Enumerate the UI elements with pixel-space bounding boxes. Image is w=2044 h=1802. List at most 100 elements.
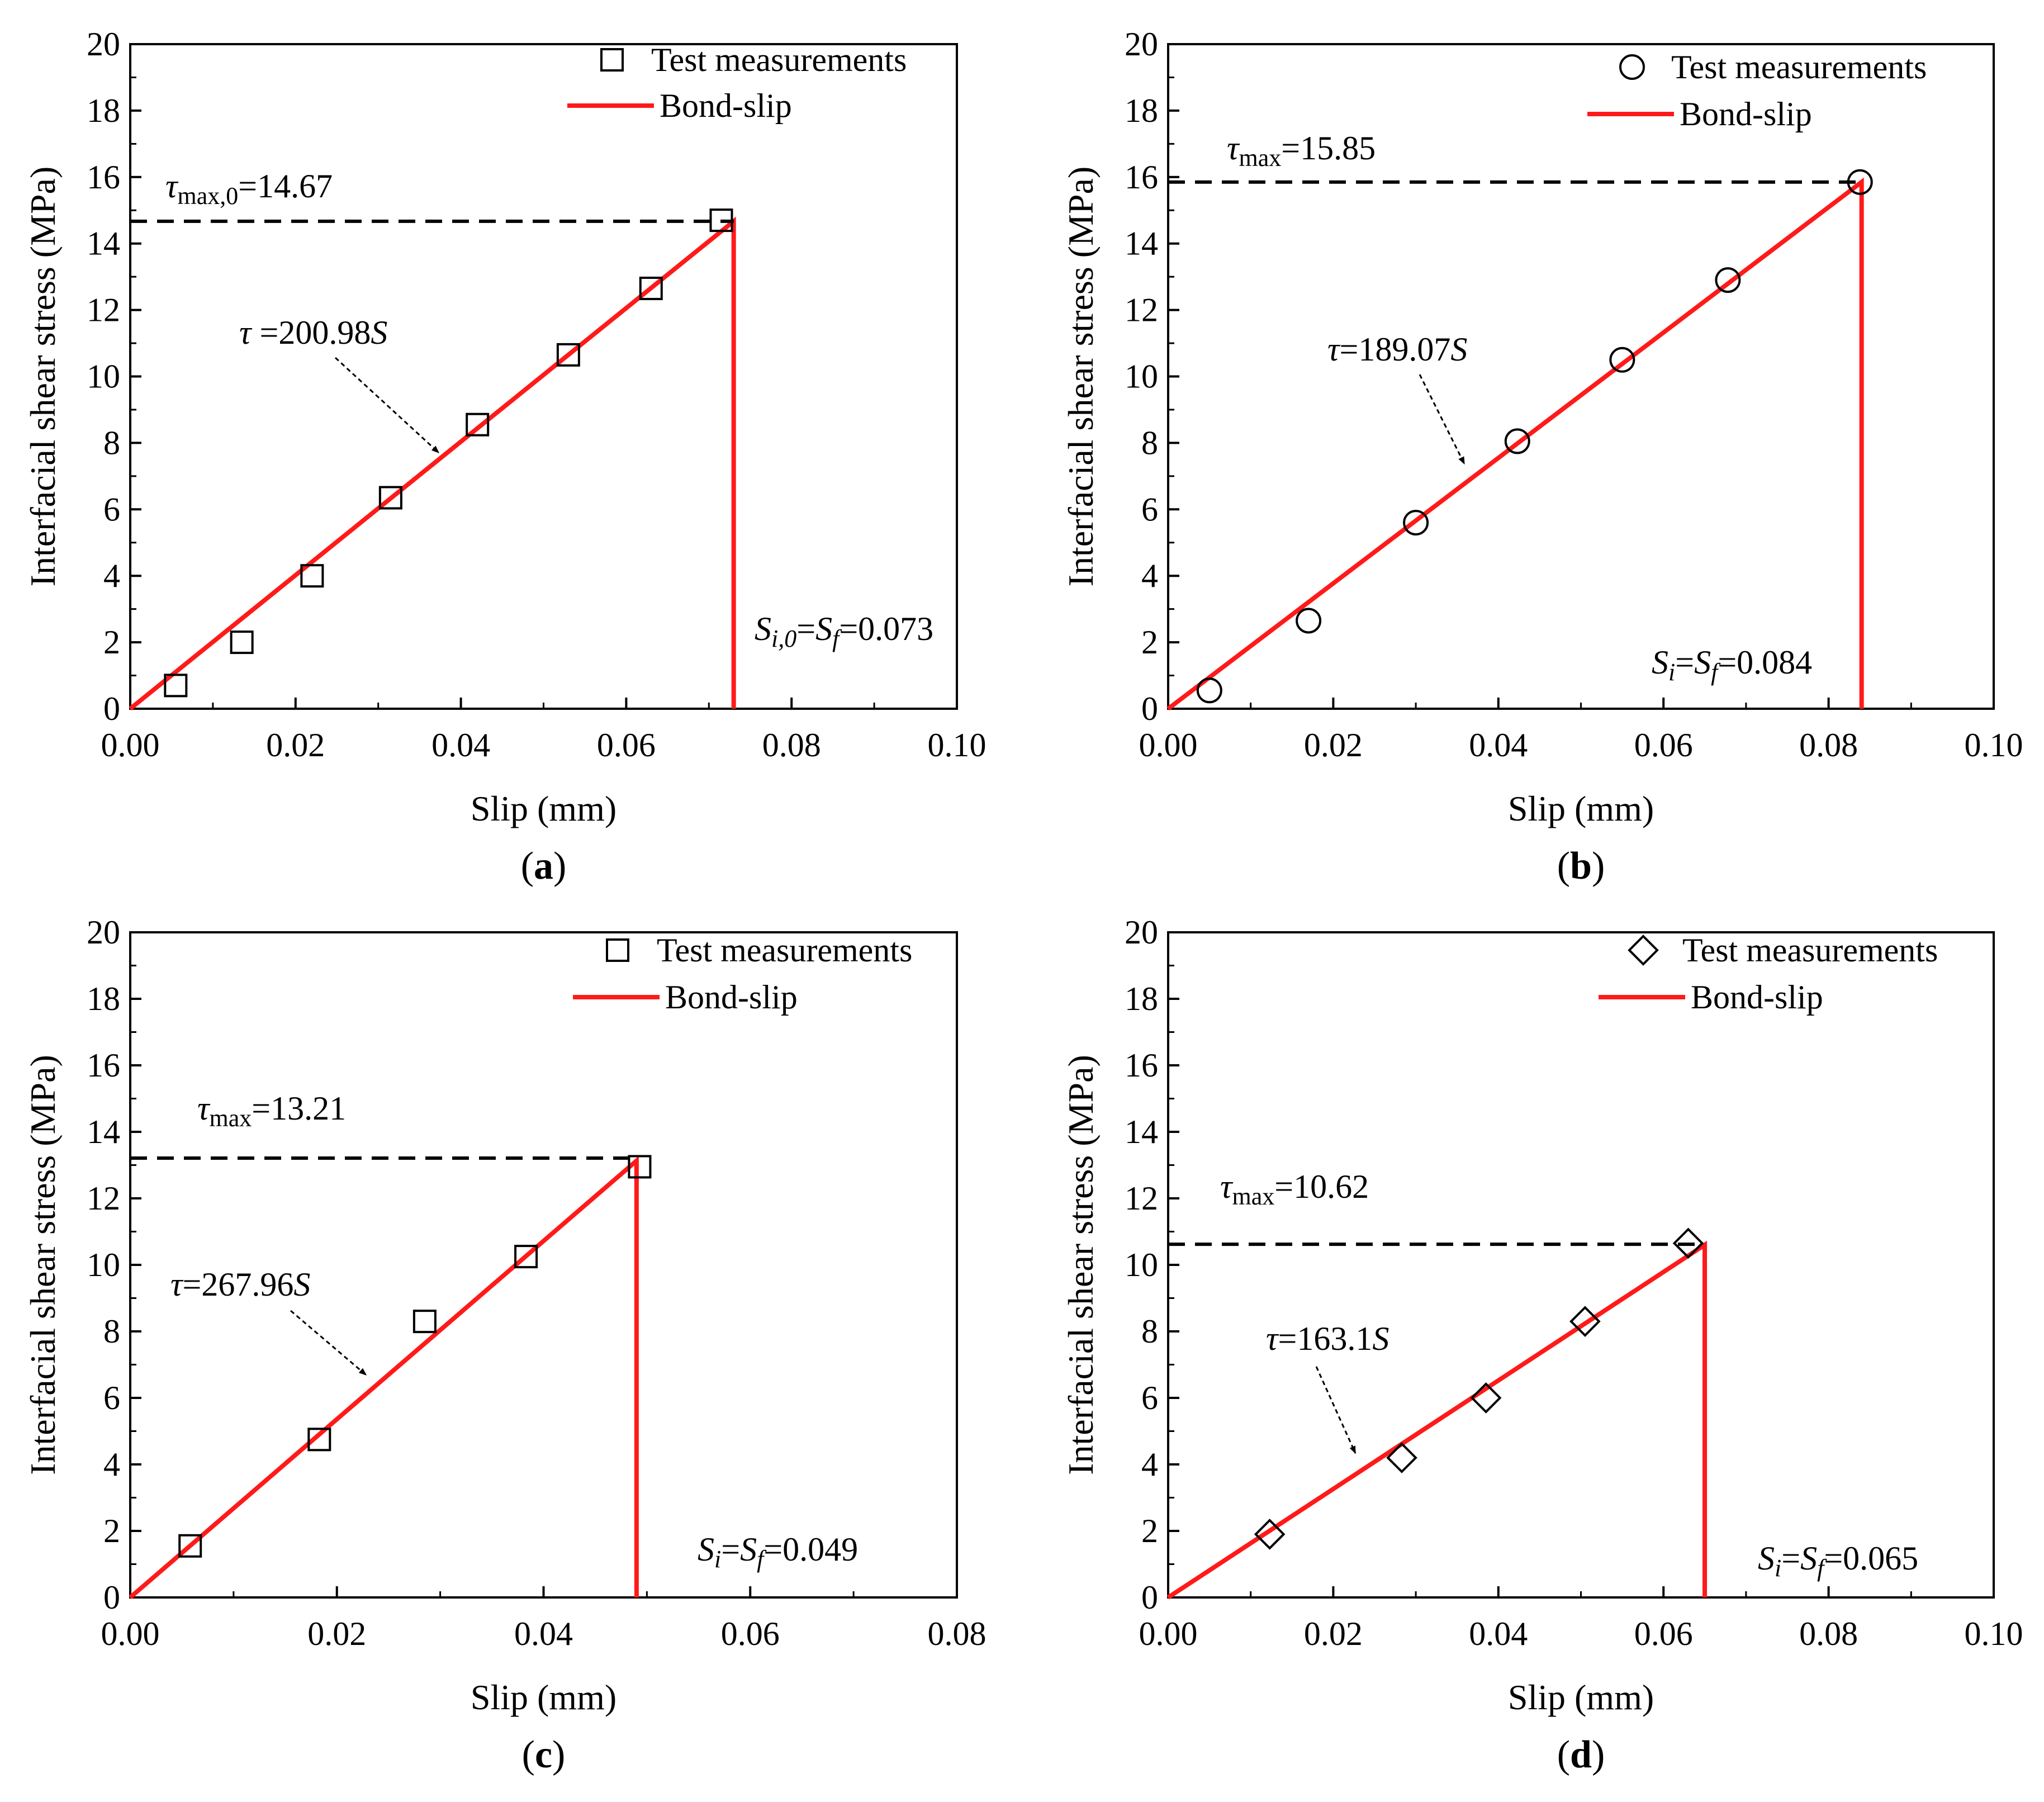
x-tick-label: 0.10	[1965, 1615, 2023, 1652]
y-tick-label: 18	[87, 92, 120, 129]
y-tick-label: 12	[87, 1180, 120, 1217]
legend-label-bond-slip: Bond-slip	[1691, 979, 1823, 1016]
x-tick-label: 0.00	[1139, 1615, 1198, 1652]
data-point	[412, 1310, 437, 1334]
data-point	[1672, 1227, 1704, 1259]
bond-slip-line	[129, 216, 736, 711]
y-tick-label: 8	[103, 1313, 120, 1350]
tau-max-annotation: τmax=13.21	[197, 1090, 346, 1132]
panel-label: (c)	[522, 1733, 566, 1776]
y-tick-label: 2	[103, 1512, 120, 1549]
y-tick-label: 14	[1125, 225, 1158, 262]
y-tick-label: 0	[1141, 690, 1158, 727]
x-tick-label: 0.02	[307, 1615, 366, 1652]
equation-annotation: τ =200.98S	[239, 314, 387, 351]
slip-annotation: Si,0=Sf=0.073	[755, 610, 933, 652]
equation-annotation: τ=163.1S	[1266, 1320, 1389, 1357]
x-tick-label: 0.04	[431, 727, 490, 764]
x-tick-label: 0.00	[101, 1615, 160, 1652]
data-point	[1609, 347, 1635, 373]
legend-label-bond-slip: Bond-slip	[660, 87, 792, 124]
x-tick-label: 0.06	[1634, 727, 1693, 764]
equation-arrow	[1419, 374, 1466, 465]
y-tick-label: 18	[87, 980, 120, 1017]
y-tick-label: 4	[103, 557, 120, 594]
x-tick-label: 0.04	[1469, 1615, 1528, 1652]
x-tick-label: 0.06	[597, 727, 656, 764]
x-axis-title: Slip (mm)	[471, 1677, 616, 1717]
x-tick-label: 0.04	[1469, 727, 1528, 764]
y-tick-label: 6	[103, 491, 120, 528]
tau-max-annotation: τmax=15.85	[1227, 130, 1376, 172]
y-tick-label: 12	[87, 292, 120, 329]
y-axis-title: Interfacial shear stress (MPa)	[23, 167, 63, 587]
slip-annotation: Si=Sf=0.065	[1758, 1540, 1918, 1582]
panel-b: 0 2 4 6 8 10 12 14 16 18 20 0.00 0.02 0.04 0.06 0.08 0.1…	[1061, 26, 2023, 888]
y-tick-label: 10	[87, 1246, 120, 1283]
y-tick-label: 12	[1125, 1180, 1158, 1217]
y-tick-label: 2	[1141, 1512, 1158, 1549]
data-point	[1386, 1442, 1417, 1473]
data-point	[1847, 169, 1873, 195]
data-point	[1715, 267, 1741, 293]
y-tick-label: 18	[1125, 92, 1158, 129]
legend-label-bond-slip: Bond-slip	[1680, 96, 1812, 132]
y-tick-label: 2	[103, 624, 120, 661]
bond-slip-line	[129, 1156, 639, 1600]
slip-annotation: Si=Sf=0.049	[698, 1531, 858, 1573]
bond-slip-line	[1166, 177, 1864, 711]
x-tick-label: 0.06	[1634, 1615, 1693, 1652]
y-tick-label: 6	[1141, 1379, 1158, 1416]
panel-label: (a)	[521, 845, 567, 888]
x-tick-label: 0.10	[928, 727, 987, 764]
y-tick-label: 6	[103, 1379, 120, 1416]
equation-arrow	[1315, 1366, 1357, 1454]
y-tick-label: 8	[1141, 424, 1158, 461]
y-tick-label: 6	[1141, 491, 1158, 528]
data-point	[178, 1534, 202, 1558]
data-point	[556, 343, 580, 367]
y-tick-label: 4	[1141, 1446, 1158, 1483]
panel-c: 0 2 4 6 8 10 12 14 16 18 20 0.00 0.02 0.04 0.06 0.08 Sli…	[23, 914, 987, 1776]
legend-label-test-measurements: Test measurements	[1671, 49, 1927, 86]
legend-label-test-measurements: Test measurements	[657, 932, 912, 969]
x-axis-title: Slip (mm)	[471, 789, 616, 828]
data-point	[514, 1245, 538, 1269]
tau-max-annotation: τmax=10.62	[1220, 1168, 1369, 1210]
x-tick-label: 0.08	[928, 1615, 987, 1652]
equation-arrow	[290, 1310, 367, 1376]
slip-annotation: Si=Sf=0.084	[1652, 644, 1812, 686]
legend-marker-symbol	[1628, 935, 1659, 966]
y-axis-title: Interfacial shear stress (MPa)	[1061, 167, 1101, 587]
legend-label-test-measurements: Test measurements	[651, 41, 907, 78]
y-tick-label: 20	[1125, 914, 1158, 951]
panel-label: (d)	[1557, 1733, 1605, 1776]
y-tick-label: 20	[87, 914, 120, 951]
data-point	[466, 412, 490, 437]
y-tick-label: 16	[1125, 159, 1158, 196]
legend-label-test-measurements: Test measurements	[1682, 932, 1938, 969]
x-tick-label: 0.02	[1304, 727, 1363, 764]
legend-marker-symbol	[1619, 54, 1645, 80]
data-point	[1196, 677, 1222, 704]
y-tick-label: 12	[1125, 292, 1158, 329]
y-tick-label: 4	[103, 1446, 120, 1483]
y-tick-label: 20	[87, 26, 120, 63]
data-point	[1403, 510, 1429, 536]
x-axis-title: Slip (mm)	[1508, 789, 1654, 828]
y-tick-label: 10	[1125, 358, 1158, 395]
x-tick-label: 0.02	[1304, 1615, 1363, 1652]
y-axis-title: Interfacial shear stress (MPa)	[1061, 1055, 1101, 1475]
legend-marker-symbol	[606, 938, 629, 962]
x-tick-label: 0.04	[514, 1615, 573, 1652]
data-point	[300, 564, 324, 588]
y-tick-label: 16	[87, 159, 120, 196]
panel-a: 0 2 4 6 8 10 12 14 16 18 20 0.00 0.02 0.04 0.06 0.08 0.1…	[23, 26, 987, 888]
data-point	[1254, 1519, 1286, 1550]
y-tick-label: 4	[1141, 557, 1158, 594]
y-tick-label: 16	[1125, 1047, 1158, 1084]
y-tick-label: 0	[1141, 1579, 1158, 1616]
x-tick-label: 0.08	[762, 727, 821, 764]
y-tick-label: 16	[87, 1047, 120, 1084]
panel-label: (b)	[1557, 845, 1605, 888]
